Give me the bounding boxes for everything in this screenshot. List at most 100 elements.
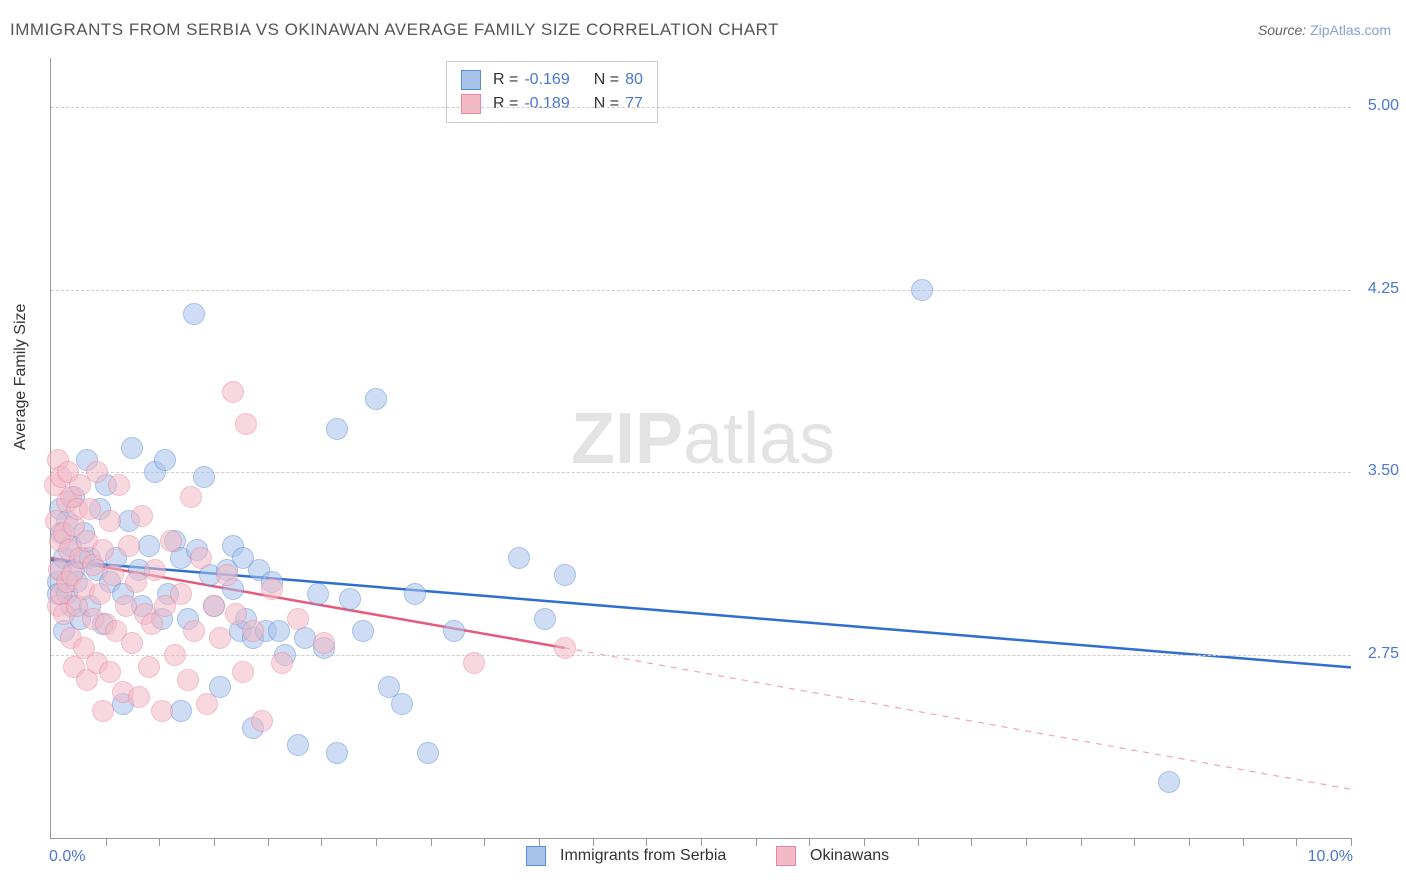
data-point bbox=[443, 620, 465, 642]
data-point bbox=[209, 627, 231, 649]
legend-serbia: Immigrants from Serbia bbox=[526, 846, 726, 866]
x-tick bbox=[539, 838, 540, 846]
data-point bbox=[183, 620, 205, 642]
watermark-rest: atlas bbox=[683, 399, 835, 479]
y-axis-title: Average Family Size bbox=[12, 304, 30, 450]
n-label: N = bbox=[594, 95, 619, 113]
data-point bbox=[138, 656, 160, 678]
data-point bbox=[404, 583, 426, 605]
x-tick bbox=[214, 838, 215, 846]
data-point bbox=[183, 303, 205, 325]
data-point bbox=[92, 700, 114, 722]
x-axis-max-label: 10.0% bbox=[1308, 848, 1353, 866]
x-tick bbox=[159, 838, 160, 846]
data-point bbox=[326, 418, 348, 440]
data-point bbox=[121, 632, 143, 654]
data-point bbox=[1158, 771, 1180, 793]
x-tick bbox=[106, 838, 107, 846]
data-point bbox=[508, 547, 530, 569]
data-point bbox=[92, 539, 114, 561]
x-tick bbox=[1189, 838, 1190, 846]
data-point bbox=[138, 535, 160, 557]
data-point bbox=[232, 661, 254, 683]
legend-swatch-okinawans bbox=[776, 846, 796, 866]
data-point bbox=[222, 381, 244, 403]
data-point bbox=[534, 608, 556, 630]
stats-row-serbia: R = -0.169 N = 80 bbox=[461, 68, 643, 92]
gridline bbox=[51, 290, 1351, 291]
x-tick bbox=[701, 838, 702, 846]
data-point bbox=[118, 535, 140, 557]
source-attribution: Source: ZipAtlas.com bbox=[1258, 22, 1391, 38]
x-axis-min-label: 0.0% bbox=[49, 848, 85, 866]
data-point bbox=[352, 620, 374, 642]
r-label: R = bbox=[493, 71, 518, 89]
data-point bbox=[242, 620, 264, 642]
source-label: Source: bbox=[1258, 22, 1310, 38]
data-point bbox=[125, 571, 147, 593]
data-point bbox=[339, 588, 361, 610]
data-point bbox=[86, 461, 108, 483]
n-value-serbia: 80 bbox=[625, 71, 643, 89]
data-point bbox=[216, 564, 238, 586]
y-tick-label: 2.75 bbox=[1368, 645, 1399, 663]
x-tick bbox=[756, 838, 757, 846]
x-tick bbox=[809, 838, 810, 846]
source-link[interactable]: ZipAtlas.com bbox=[1310, 22, 1391, 38]
gridline bbox=[51, 655, 1351, 656]
trend-line-dashed bbox=[565, 648, 1352, 789]
data-point bbox=[417, 742, 439, 764]
chart-plot-area: ZIPatlas R = -0.169 N = 80 R = -0.189 N … bbox=[50, 58, 1351, 839]
watermark: ZIPatlas bbox=[571, 398, 835, 480]
chart-title: IMMIGRANTS FROM SERBIA VS OKINAWAN AVERA… bbox=[10, 20, 779, 40]
n-label: N = bbox=[594, 71, 619, 89]
data-point bbox=[99, 510, 121, 532]
legend-label-okinawans: Okinawans bbox=[810, 847, 889, 865]
data-point bbox=[271, 652, 293, 674]
stats-row-okinawans: R = -0.189 N = 77 bbox=[461, 92, 643, 116]
x-tick bbox=[321, 838, 322, 846]
data-point bbox=[268, 620, 290, 642]
data-point bbox=[164, 644, 186, 666]
swatch-okinawans bbox=[461, 94, 481, 114]
data-point bbox=[144, 559, 166, 581]
data-point bbox=[251, 710, 273, 732]
gridline bbox=[51, 107, 1351, 108]
data-point bbox=[463, 652, 485, 674]
gridline bbox=[51, 472, 1351, 473]
data-point bbox=[121, 437, 143, 459]
data-point bbox=[160, 530, 182, 552]
data-point bbox=[307, 583, 329, 605]
data-point bbox=[131, 505, 153, 527]
r-value-okinawans: -0.189 bbox=[524, 95, 569, 113]
x-tick bbox=[376, 838, 377, 846]
data-point bbox=[170, 700, 192, 722]
r-label: R = bbox=[493, 95, 518, 113]
data-point bbox=[154, 449, 176, 471]
data-point bbox=[190, 547, 212, 569]
y-tick-label: 5.00 bbox=[1368, 97, 1399, 115]
x-tick bbox=[1296, 838, 1297, 846]
n-value-okinawans: 77 bbox=[625, 95, 643, 113]
data-point bbox=[170, 583, 192, 605]
data-point bbox=[225, 603, 247, 625]
y-tick-label: 4.25 bbox=[1368, 280, 1399, 298]
x-tick bbox=[864, 838, 865, 846]
data-point bbox=[151, 700, 173, 722]
x-tick bbox=[1134, 838, 1135, 846]
data-point bbox=[79, 498, 101, 520]
data-point bbox=[108, 474, 130, 496]
data-point bbox=[203, 595, 225, 617]
data-point bbox=[554, 564, 576, 586]
x-tick bbox=[593, 838, 594, 846]
data-point bbox=[89, 583, 111, 605]
x-tick bbox=[646, 838, 647, 846]
x-tick bbox=[1081, 838, 1082, 846]
data-point bbox=[180, 486, 202, 508]
data-point bbox=[326, 742, 348, 764]
data-point bbox=[99, 661, 121, 683]
data-point bbox=[128, 686, 150, 708]
x-tick bbox=[1351, 838, 1352, 846]
data-point bbox=[911, 279, 933, 301]
legend-label-serbia: Immigrants from Serbia bbox=[560, 847, 726, 865]
